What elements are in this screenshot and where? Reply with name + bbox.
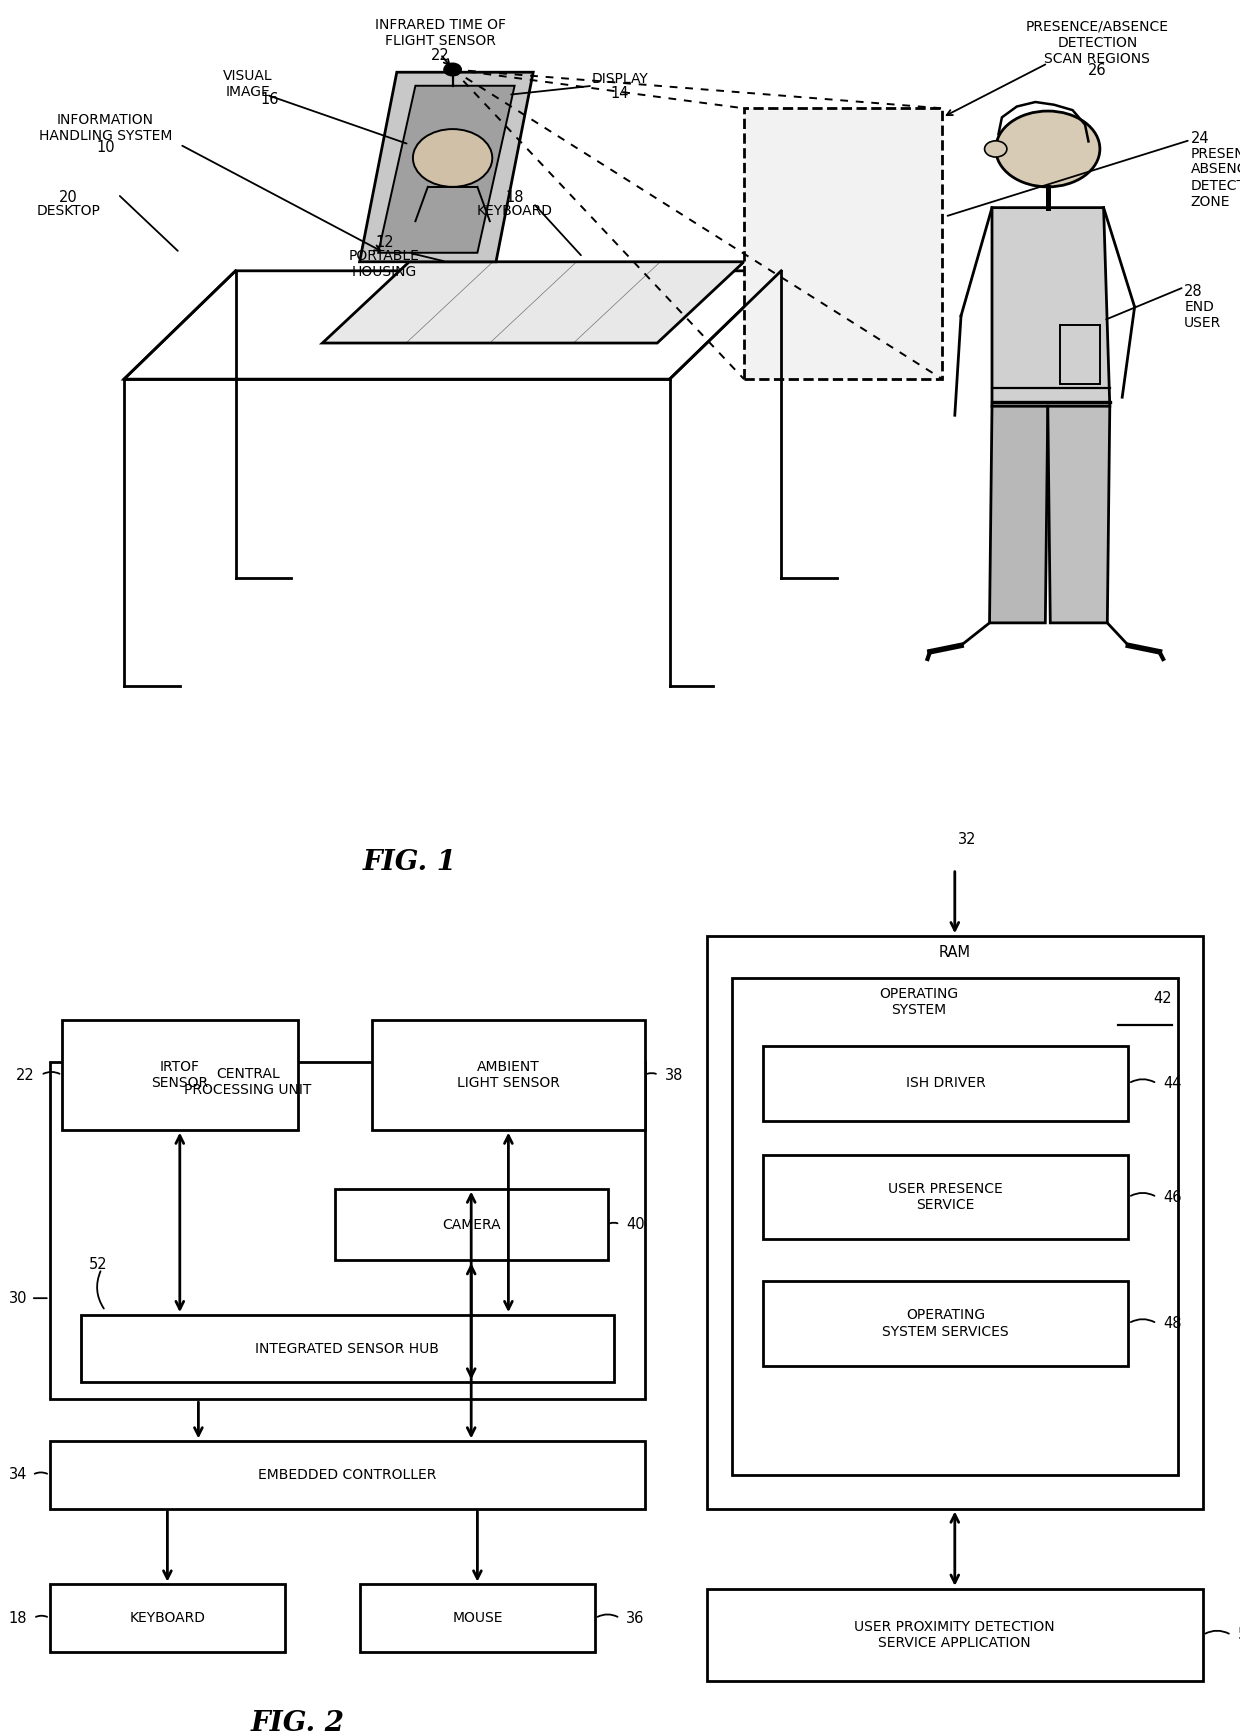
Text: 22: 22 [430, 49, 450, 62]
Circle shape [444, 62, 461, 76]
Text: 46: 46 [1163, 1189, 1182, 1205]
Bar [732, 979, 1178, 1476]
Text: PRESENCE/ABSENCE
DETECTION
SCAN REGIONS: PRESENCE/ABSENCE DETECTION SCAN REGIONS [1025, 19, 1169, 66]
Text: CAMERA: CAMERA [441, 1217, 501, 1231]
Polygon shape [992, 208, 1110, 406]
Bar [744, 108, 942, 378]
Text: DISPLAY: DISPLAY [591, 73, 649, 87]
Text: RAM: RAM [939, 944, 971, 960]
Text: KEYBOARD: KEYBOARD [476, 205, 553, 219]
Text: INTEGRATED SENSOR HUB: INTEGRATED SENSOR HUB [255, 1342, 439, 1356]
Text: 14: 14 [611, 85, 629, 101]
Circle shape [996, 111, 1100, 187]
Text: 50: 50 [1238, 1627, 1240, 1642]
Text: INFORMATION
HANDLING SYSTEM: INFORMATION HANDLING SYSTEM [38, 113, 172, 142]
Text: OPERATING
SYSTEM: OPERATING SYSTEM [879, 986, 959, 1017]
Bar [1060, 325, 1100, 384]
Text: FIG. 2: FIG. 2 [250, 1710, 345, 1736]
Text: 30: 30 [9, 1290, 27, 1305]
Text: 18: 18 [506, 189, 523, 205]
Text: 16: 16 [260, 92, 279, 108]
Text: MOUSE: MOUSE [453, 1611, 502, 1625]
Text: USER PRESENCE
SERVICE: USER PRESENCE SERVICE [888, 1182, 1003, 1212]
Text: DESKTOP: DESKTOP [36, 205, 100, 219]
Text: 36: 36 [626, 1611, 645, 1625]
Text: 28: 28 [1184, 285, 1203, 299]
Bar [50, 1062, 645, 1399]
Text: 32: 32 [959, 832, 976, 847]
Text: 34: 34 [9, 1467, 27, 1483]
Text: 38: 38 [665, 1068, 683, 1083]
Text: AMBIENT
LIGHT SENSOR: AMBIENT LIGHT SENSOR [458, 1061, 559, 1090]
Bar [335, 1189, 608, 1260]
Text: PRESENCE/
ABSENCE
DETECTION
ZONE: PRESENCE/ ABSENCE DETECTION ZONE [1190, 146, 1240, 208]
Text: PORTABLE
HOUSING: PORTABLE HOUSING [348, 250, 420, 279]
Polygon shape [322, 262, 744, 344]
Text: 26: 26 [1087, 62, 1107, 78]
Text: OPERATING
SYSTEM SERVICES: OPERATING SYSTEM SERVICES [882, 1309, 1009, 1338]
Text: 48: 48 [1163, 1316, 1182, 1332]
Bar [372, 1021, 645, 1130]
Text: 42: 42 [1153, 991, 1172, 1005]
Bar [81, 1316, 614, 1382]
Text: 22: 22 [16, 1068, 35, 1083]
Text: INFRARED TIME OF
FLIGHT SENSOR: INFRARED TIME OF FLIGHT SENSOR [374, 17, 506, 49]
Text: USER PROXIMITY DETECTION
SERVICE APPLICATION: USER PROXIMITY DETECTION SERVICE APPLICA… [854, 1620, 1055, 1649]
Text: IRTOF
SENSOR: IRTOF SENSOR [151, 1061, 208, 1090]
Text: 18: 18 [9, 1611, 27, 1625]
Bar [763, 1154, 1128, 1240]
Bar [707, 1588, 1203, 1680]
Polygon shape [360, 73, 533, 262]
Polygon shape [378, 85, 515, 253]
Text: VISUAL
IMAGE: VISUAL IMAGE [223, 69, 273, 99]
Bar [50, 1585, 285, 1653]
Bar [707, 936, 1203, 1509]
Polygon shape [990, 406, 1048, 623]
Bar [360, 1585, 595, 1653]
Text: END
USER: END USER [1184, 300, 1221, 330]
Bar [763, 1281, 1128, 1366]
Text: 10: 10 [95, 141, 115, 155]
Text: 20: 20 [58, 189, 78, 205]
Text: 52: 52 [89, 1257, 108, 1272]
Text: 24: 24 [1190, 130, 1209, 146]
Text: 40: 40 [626, 1217, 645, 1233]
Text: CENTRAL
PROCESSING UNIT: CENTRAL PROCESSING UNIT [185, 1066, 311, 1097]
Text: 12: 12 [374, 234, 394, 250]
Text: ISH DRIVER: ISH DRIVER [905, 1076, 986, 1090]
Text: FIG. 1: FIG. 1 [362, 849, 456, 875]
Bar [50, 1441, 645, 1509]
Bar [62, 1021, 298, 1130]
Text: EMBEDDED CONTROLLER: EMBEDDED CONTROLLER [258, 1469, 436, 1483]
Text: 44: 44 [1163, 1076, 1182, 1090]
Bar [763, 1045, 1128, 1121]
Text: KEYBOARD: KEYBOARD [129, 1611, 206, 1625]
Circle shape [413, 128, 492, 187]
Circle shape [985, 141, 1007, 156]
Polygon shape [1048, 406, 1110, 623]
